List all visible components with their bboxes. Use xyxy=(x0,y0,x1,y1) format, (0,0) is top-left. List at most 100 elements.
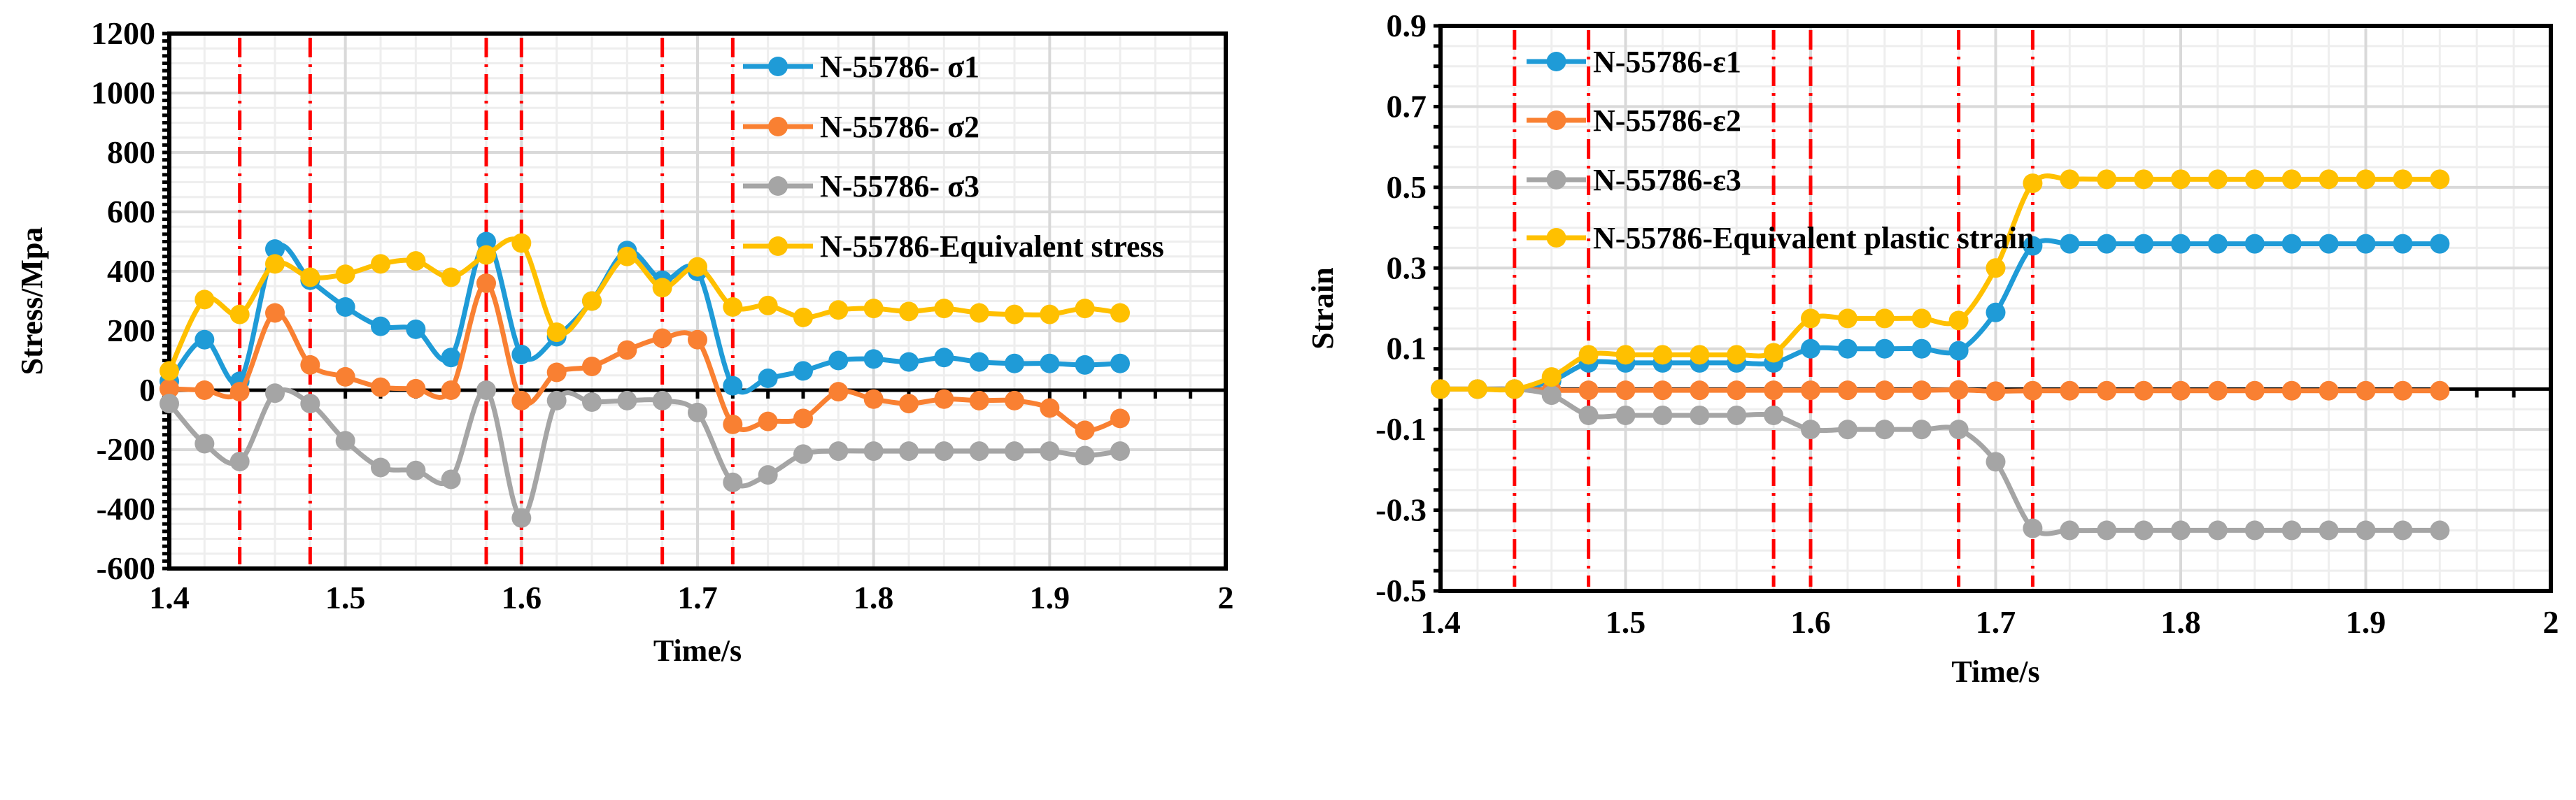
data-point xyxy=(1948,310,1969,331)
data-point xyxy=(371,377,390,397)
data-point xyxy=(1110,353,1130,373)
data-point xyxy=(1005,353,1024,373)
data-point xyxy=(1801,338,1820,359)
data-point xyxy=(1653,380,1673,401)
x-axis-title: Time/s xyxy=(1951,655,2039,689)
legend-label: N-55786-ε2 xyxy=(1593,103,1741,138)
x-tick-label: 1.9 xyxy=(2346,604,2386,640)
data-point xyxy=(1110,441,1130,462)
x-tick-label: 1.5 xyxy=(325,580,366,615)
data-point xyxy=(934,389,954,409)
data-point xyxy=(300,355,320,375)
data-point xyxy=(2134,169,2154,190)
data-point xyxy=(2097,169,2117,190)
x-tick-label: 1.7 xyxy=(1976,604,2016,640)
data-point xyxy=(2097,380,2117,401)
data-point xyxy=(899,301,919,322)
data-point xyxy=(546,362,567,383)
data-point xyxy=(1040,304,1060,324)
data-point xyxy=(969,352,989,372)
y-tick-label: -400 xyxy=(97,491,155,527)
chart-strain: N-55786-ε1 N-55786-ε2 N-55786-ε3 N-55786-Eq… xyxy=(1305,8,2559,689)
data-point xyxy=(1874,308,1895,329)
data-point xyxy=(828,441,849,462)
y-tick-label: 0.3 xyxy=(1387,250,1427,285)
data-point xyxy=(2171,520,2191,541)
legend-label: N-55786- σ1 xyxy=(820,50,979,84)
data-point xyxy=(2060,380,2080,401)
data-point xyxy=(1040,398,1060,418)
data-point xyxy=(863,349,884,369)
legend-label: N-55786-ε1 xyxy=(1593,45,1741,79)
data-point xyxy=(2171,169,2191,190)
data-point xyxy=(1075,299,1095,319)
x-tick-label: 1.6 xyxy=(1790,604,1831,640)
y-tick-label: 0.9 xyxy=(1387,8,1427,43)
data-point xyxy=(476,380,496,400)
data-point xyxy=(2171,234,2191,254)
x-tick-label: 1.7 xyxy=(677,580,718,615)
y-tick-label: 0.7 xyxy=(1387,88,1427,124)
data-point xyxy=(300,394,320,414)
data-point xyxy=(1986,302,2006,322)
data-point xyxy=(2244,520,2265,541)
chart-stress: N-55786- σ1 N-55786- σ2 N-55786- σ3 N-55786… xyxy=(15,15,1234,668)
data-point xyxy=(934,348,954,368)
data-point xyxy=(863,441,884,462)
data-point xyxy=(511,390,532,410)
data-point xyxy=(723,414,743,434)
data-point xyxy=(2281,169,2302,190)
data-point xyxy=(1075,445,1095,466)
data-point xyxy=(1764,380,1784,401)
data-point xyxy=(194,380,215,400)
data-point xyxy=(2207,520,2228,541)
data-point xyxy=(1690,405,1710,425)
data-point xyxy=(406,251,426,271)
data-point xyxy=(1615,345,1636,365)
data-point xyxy=(229,452,250,471)
data-point xyxy=(899,352,919,372)
data-point xyxy=(2244,169,2265,190)
y-tick-label: 1200 xyxy=(91,15,155,51)
data-point xyxy=(229,382,250,402)
legend-marker xyxy=(1546,110,1566,130)
data-point xyxy=(1911,380,1932,401)
data-point xyxy=(1948,341,1969,361)
data-point xyxy=(194,290,215,310)
data-point xyxy=(2060,169,2080,190)
x-tick-label: 1.4 xyxy=(1420,604,1461,640)
data-point xyxy=(1764,405,1784,425)
data-point xyxy=(688,257,707,277)
data-point xyxy=(371,316,390,336)
data-point xyxy=(1504,379,1524,399)
data-point xyxy=(1541,385,1562,406)
data-point xyxy=(441,267,461,287)
data-point xyxy=(2319,169,2339,190)
data-point xyxy=(1986,452,2006,472)
y-tick-label: -0.5 xyxy=(1375,573,1427,608)
data-point xyxy=(723,472,743,492)
data-point xyxy=(899,441,919,462)
data-point xyxy=(2023,380,2043,401)
legend-marker xyxy=(1546,52,1566,71)
data-point xyxy=(1986,381,2006,401)
data-point xyxy=(476,245,496,265)
data-point xyxy=(2356,380,2376,401)
data-point xyxy=(2097,234,2117,254)
data-point xyxy=(335,297,355,317)
data-point xyxy=(2319,380,2339,401)
data-point xyxy=(793,444,813,464)
legend-label: N-55786- σ3 xyxy=(820,169,979,203)
data-point xyxy=(160,361,179,381)
data-point xyxy=(2356,169,2376,190)
data-point xyxy=(1075,355,1095,375)
data-point xyxy=(265,303,285,323)
data-point xyxy=(335,431,355,451)
data-point xyxy=(1837,338,1857,359)
data-point xyxy=(1911,420,1932,440)
data-point xyxy=(723,297,743,317)
data-point xyxy=(1467,379,1487,399)
data-point xyxy=(229,304,250,324)
